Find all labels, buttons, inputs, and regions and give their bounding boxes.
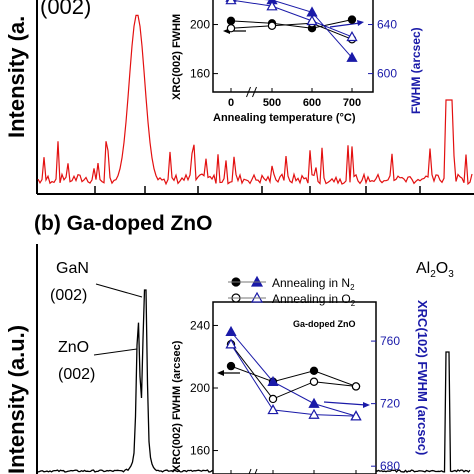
left-tick-label: 160	[190, 67, 210, 81]
series-line	[230, 343, 357, 400]
right-tick-label: 720	[380, 397, 400, 411]
x-tick-label: 700	[343, 97, 361, 109]
al2o3-part: 2	[430, 269, 436, 280]
inset-a-ylabel-right: FWHM (arcsec)	[409, 27, 423, 114]
data-point	[225, 325, 237, 336]
gan-label: GaN	[56, 260, 89, 277]
inset-b-arrowhead-right	[363, 402, 370, 408]
panel-a-peak-label: (002)	[40, 0, 91, 19]
data-point	[267, 375, 279, 387]
inset-b-layer: 0500600700160200240680720760	[190, 318, 400, 474]
panel-a-ylabel: Intensity (a.	[4, 16, 29, 138]
legend-label-subscript: 2	[351, 299, 356, 308]
inset-a-layer: 0 500 600 700 160 200 600 640	[190, 0, 397, 109]
axis-break	[254, 468, 258, 474]
data-point	[347, 15, 357, 24]
inset-b-title: Ga-doped ZnO	[293, 319, 356, 329]
data-point	[350, 410, 362, 421]
panel-b-title: (b) Ga-doped ZnO	[34, 212, 212, 235]
axis-break	[248, 468, 252, 474]
data-point	[226, 24, 236, 33]
panel-b-ylabel: Intensity (a.u.)	[4, 325, 29, 474]
inset-b-arrow-right	[323, 401, 367, 406]
data-point	[309, 377, 319, 386]
data-point	[268, 394, 278, 404]
legend-label-text: Annealing in N	[272, 276, 350, 290]
zno-label: ZnO	[58, 339, 89, 356]
data-point	[267, 404, 279, 415]
series-line	[230, 331, 357, 417]
zno-pointer	[93, 348, 138, 356]
right-tick-label: 600	[377, 67, 397, 81]
panel-a: (002) Intensity (a.	[4, 0, 474, 195]
data-point	[308, 397, 320, 408]
inset-a-ylabel-left: XRC(002) FWHM	[171, 14, 183, 100]
series-line	[230, 0, 353, 38]
data-point	[309, 366, 319, 375]
series-line	[230, 343, 357, 417]
al2o3-part: O	[436, 260, 448, 277]
data-point	[225, 0, 237, 5]
series-line	[230, 22, 353, 40]
x-tick-label: 600	[303, 97, 321, 109]
legend-label: Annealing in O2	[272, 292, 356, 308]
gan-label-plane: (002)	[50, 287, 87, 304]
x-tick-label: 500	[263, 97, 281, 109]
inset-b-arrowhead-left	[217, 370, 224, 376]
al2o3-part: 3	[448, 269, 454, 280]
right-tick-label: 680	[380, 459, 400, 473]
inset-a-frame	[212, 0, 374, 93]
x-tick-label: 0	[228, 97, 234, 109]
gan-pointer	[95, 283, 143, 298]
panel-a-xrd-trace	[37, 14, 473, 186]
data-point	[266, 0, 278, 11]
axis-break	[246, 86, 251, 98]
zno-label-plane: (002)	[58, 366, 95, 383]
inset-b-ylabel-right: XRC(102) FWHM (arcsec)	[415, 300, 430, 455]
al2o3-part: Al	[416, 260, 430, 277]
legend-label-text: Annealing in O	[272, 292, 351, 306]
series-line	[230, 19, 353, 29]
series-line	[263, 0, 353, 59]
data-point	[306, 15, 318, 26]
left-tick-label: 160	[190, 444, 210, 458]
panel-a-inset: XRC(002) FWHM FWHM (arcsec) Annealing te…	[171, 0, 423, 124]
right-tick-label: 760	[380, 334, 400, 348]
data-point	[308, 408, 320, 419]
al2o3-label: Al2O3	[416, 260, 454, 280]
data-point	[226, 361, 236, 371]
right-tick-label: 640	[377, 18, 397, 32]
left-tick-label: 200	[190, 381, 210, 395]
data-point	[226, 16, 236, 26]
inset-b-ylabel-left: XRC(002) FWHM (arcsec)	[171, 340, 183, 472]
data-point	[346, 30, 358, 42]
panel-b: Intensity (a.u.) GaN (002) ZnO (002) Al2…	[4, 244, 471, 474]
data-point	[346, 51, 358, 62]
inset-a-xlabel: Annealing temperature (°C)	[213, 112, 356, 124]
data-point	[267, 21, 277, 30]
data-point	[351, 382, 361, 391]
data-point	[225, 338, 237, 349]
series-line	[230, 365, 357, 387]
panel-b-inset: Ga-doped ZnO XRC(002) FWHM (arcsec) XRC(…	[171, 275, 430, 474]
inset-a-arrowhead-right	[357, 20, 364, 26]
legend-label-subscript: 2	[350, 283, 355, 292]
inset-a-arrow-right	[329, 22, 361, 28]
left-tick-label: 240	[190, 318, 210, 332]
legend-label: Annealing in N2	[272, 276, 355, 292]
left-tick-label: 200	[190, 18, 210, 32]
axis-break	[252, 86, 257, 98]
